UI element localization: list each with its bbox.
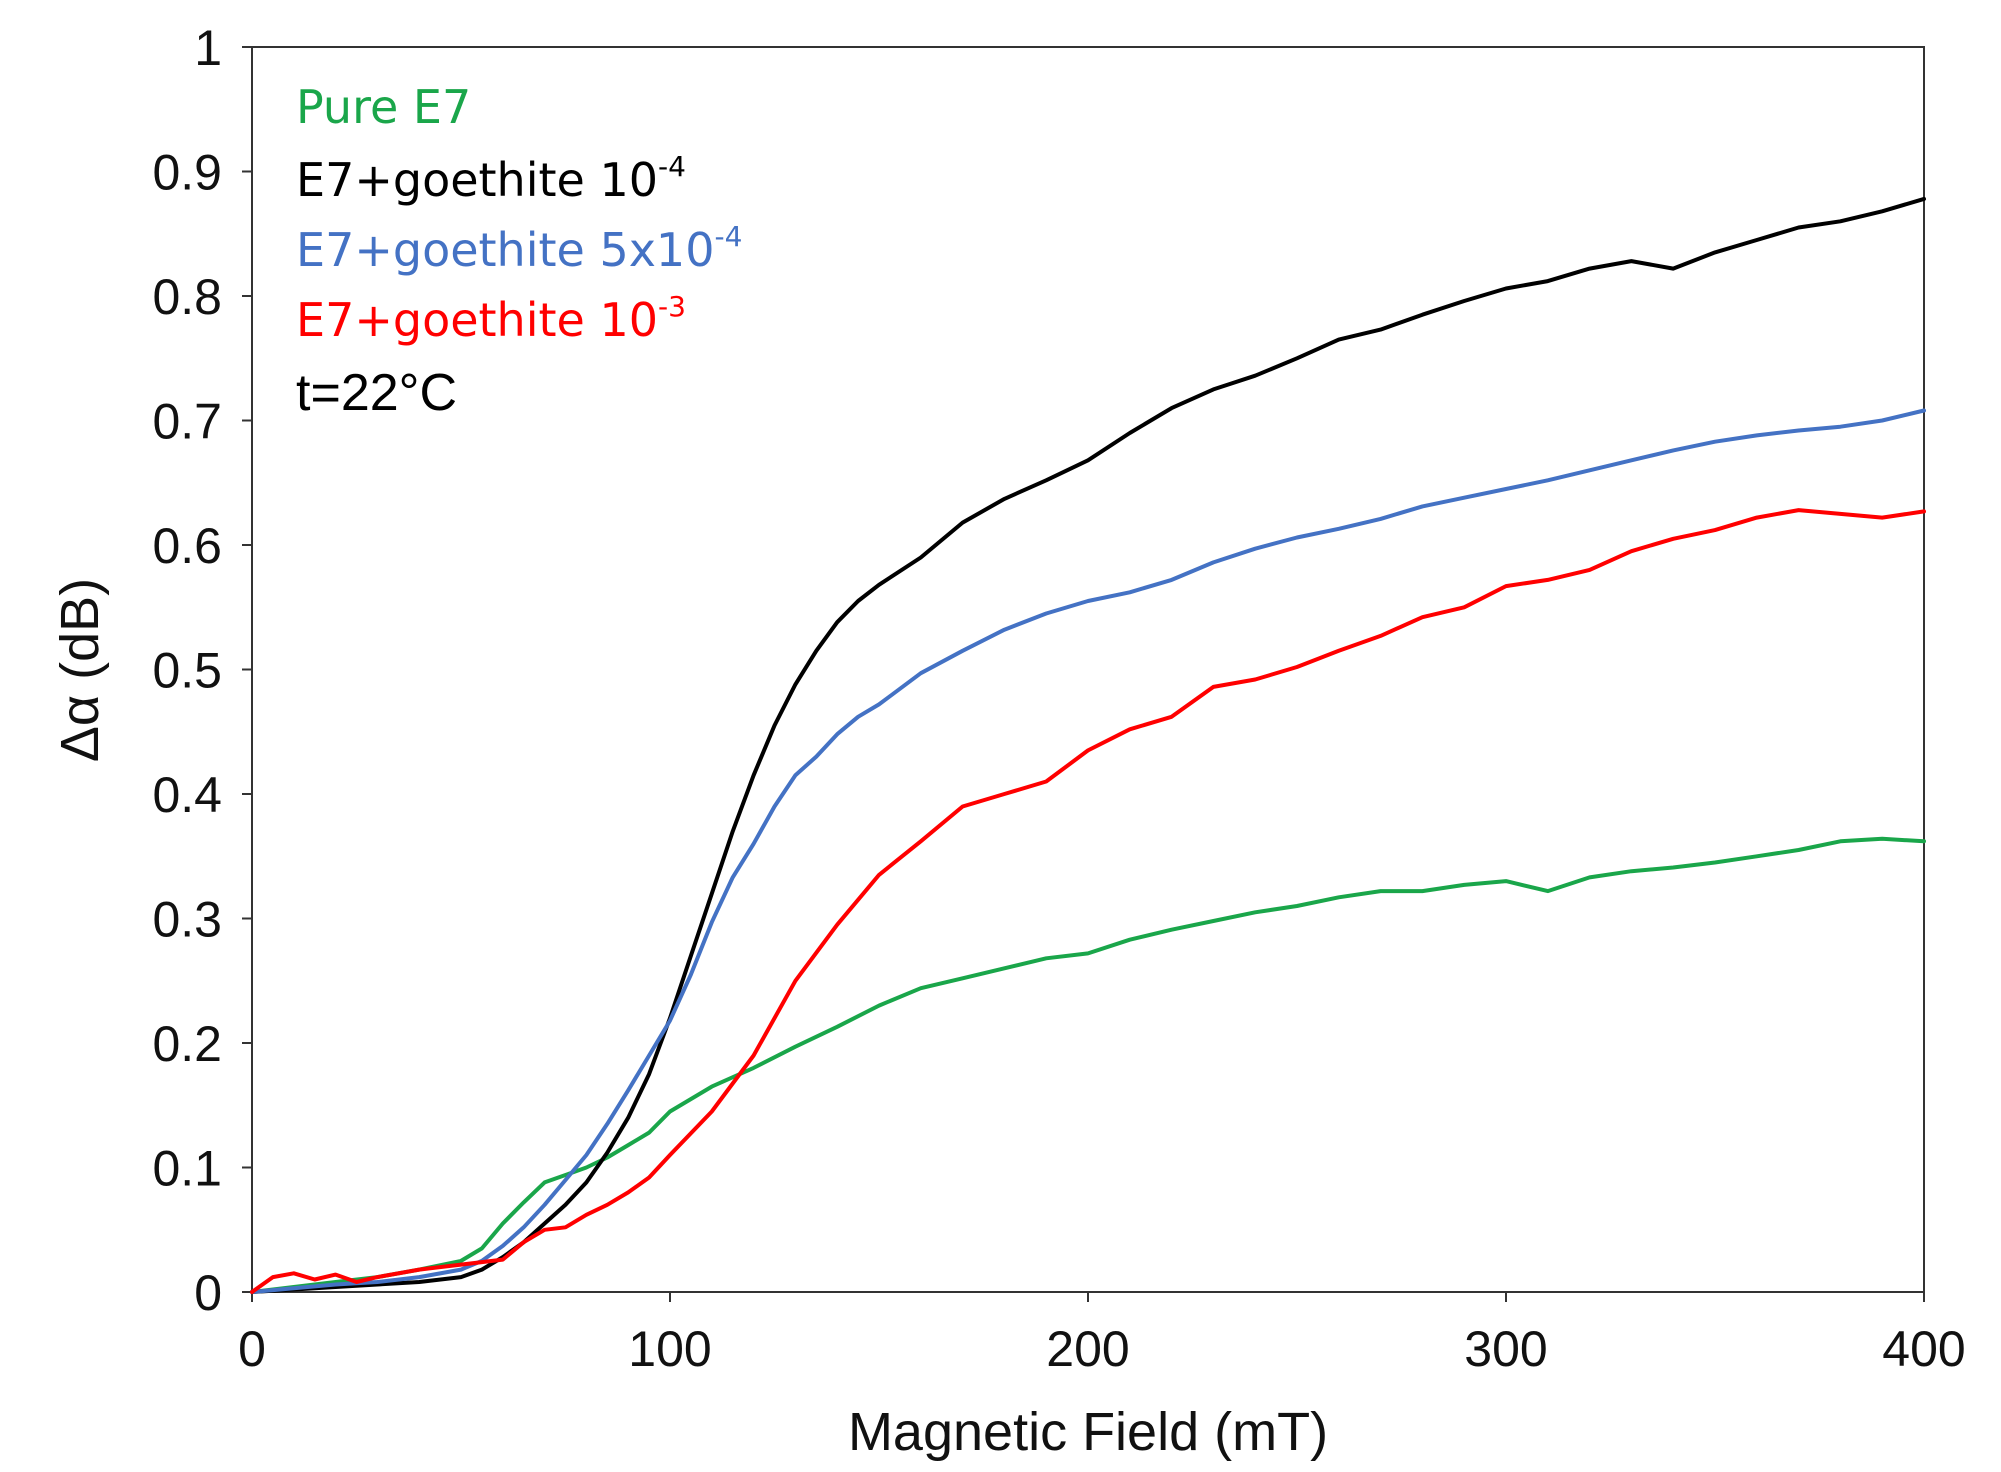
legend-label: E7+goethite 10 <box>296 293 658 347</box>
y-tick-label: 0.1 <box>152 1141 222 1197</box>
legend-entry-goethite-1e-4: E7+goethite 10-4 <box>296 150 686 207</box>
x-tick-label: 300 <box>1464 1321 1547 1377</box>
series-line-0 <box>250 836 1926 1294</box>
legend-entry-goethite-1e-3: E7+goethite 10-3 <box>296 290 686 347</box>
y-tick-label: 0.8 <box>152 269 222 325</box>
tick-group: 0 100 200 300 400 0 0.1 0.2 0.3 0.4 0.5 0.6 0.7 0.8 0.… <box>152 20 1965 1377</box>
y-tick-label: 0.4 <box>152 767 222 823</box>
y-tick-label: 0 <box>194 1265 222 1321</box>
series-line-3 <box>250 508 1926 1294</box>
temperature-annotation: t=22°C <box>296 364 457 422</box>
y-tick-label: 0.9 <box>152 145 222 201</box>
x-tick-label: 200 <box>1046 1321 1129 1377</box>
legend-exponent: -3 <box>658 290 686 323</box>
legend-entry-pure-e7: Pure E7 <box>296 80 471 134</box>
legend-exponent: -4 <box>658 150 686 183</box>
y-tick-label: 0.6 <box>152 518 222 574</box>
series-group <box>250 196 1926 1294</box>
x-tick-label: 0 <box>238 1321 266 1377</box>
y-tick-label: 0.2 <box>152 1016 222 1072</box>
y-tick-label: 0.5 <box>152 643 222 699</box>
y-tick-label: 0.3 <box>152 892 222 948</box>
y-tick-label: 1 <box>194 20 222 76</box>
x-axis-title: Magnetic Field (mT) <box>848 1402 1328 1462</box>
y-axis-title: Δα (dB) <box>50 578 110 762</box>
legend-label: E7+goethite 5x10 <box>296 223 714 277</box>
legend-entry-goethite-5e-4: E7+goethite 5x10-4 <box>296 220 742 277</box>
legend-label: E7+goethite 10 <box>296 153 658 207</box>
legend-label: Pure E7 <box>296 80 471 134</box>
legend: Pure E7 E7+goethite 10-4 E7+goethite 5x1… <box>296 80 742 422</box>
y-tick-label: 0.7 <box>152 394 222 450</box>
legend-exponent: -4 <box>714 220 742 253</box>
x-tick-label: 400 <box>1882 1321 1965 1377</box>
x-tick-label: 100 <box>628 1321 711 1377</box>
series-line-2 <box>250 408 1926 1294</box>
